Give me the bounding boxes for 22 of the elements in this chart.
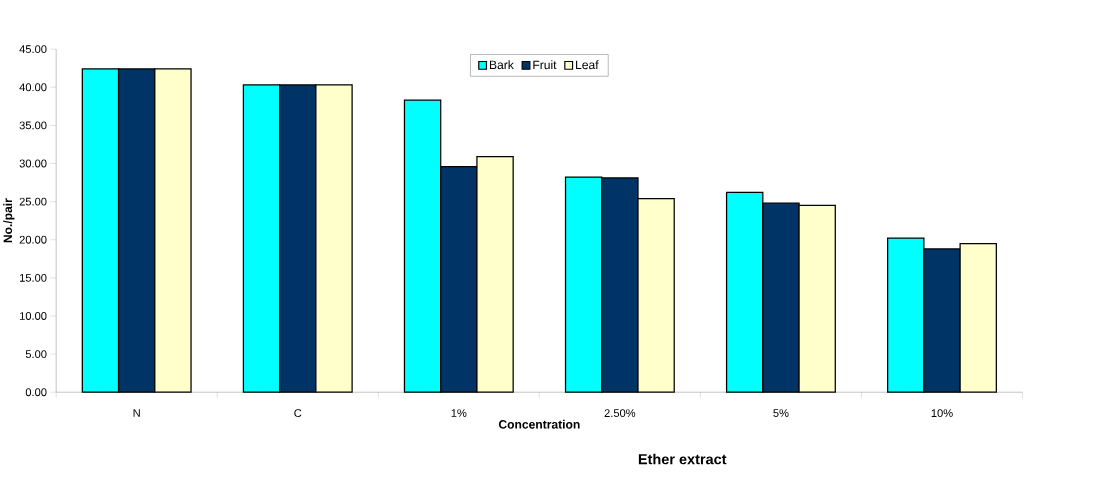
y-axis-title: No./pair [3, 198, 15, 243]
x-tick-label: 2.50% [604, 408, 636, 417]
y-tick-label: 15.00 [19, 273, 47, 282]
y-tick-label: 25.00 [19, 197, 47, 206]
x-tick-label: 10% [931, 408, 953, 417]
y-tick-label: 30.00 [19, 159, 47, 168]
x-tick-label: C [294, 408, 302, 417]
y-tick-label: 20.00 [19, 235, 47, 244]
y-tick-label: 45.00 [19, 45, 47, 53]
x-tick-label: N [133, 408, 140, 417]
y-tick-label: 35.00 [19, 121, 47, 130]
legend-label: Fruit [533, 60, 557, 69]
legend-label: Bark [489, 60, 514, 69]
text: Ether extract [638, 453, 727, 465]
y-tick-label: 0.00 [25, 388, 47, 396]
legend-label: Leaf [576, 60, 599, 69]
x-axis-title: Concentration [498, 419, 580, 429]
x-tick-label: 5% [773, 408, 789, 417]
x-tick-label: 1% [451, 408, 467, 417]
y-tick-label: 10.00 [19, 311, 47, 320]
y-tick-label: 40.00 [19, 83, 47, 92]
y-tick-label: 5.00 [25, 349, 47, 358]
